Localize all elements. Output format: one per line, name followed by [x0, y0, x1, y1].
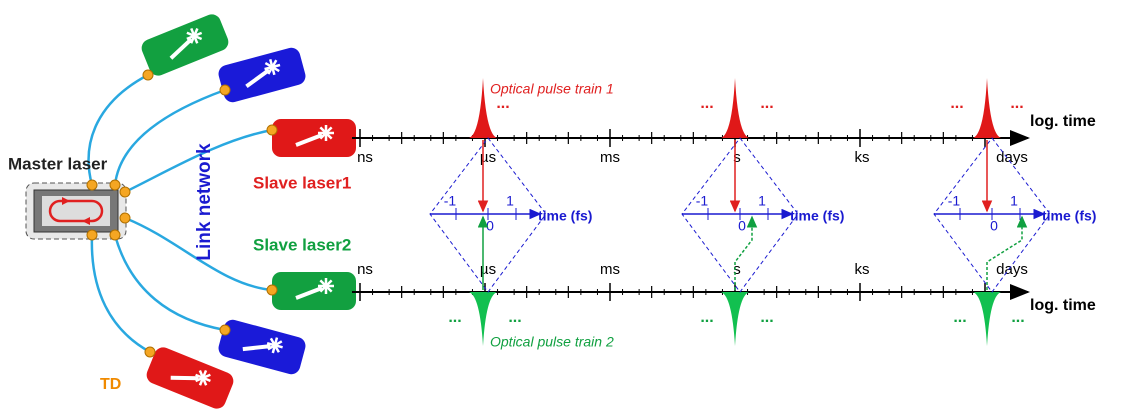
loop-arrows: [62, 197, 90, 225]
time-unit: s: [733, 261, 741, 278]
connector: [119, 212, 131, 224]
ellipsis: ...: [508, 309, 521, 326]
connector: [109, 229, 121, 241]
connector: [219, 84, 231, 96]
slave1-label: Slave laser1: [253, 173, 351, 192]
laser: [272, 119, 356, 157]
laser: [218, 47, 306, 103]
time-unit: ks: [855, 149, 870, 166]
time-unit: ms: [600, 149, 620, 166]
laser-star: [267, 340, 283, 351]
laser: [141, 14, 229, 76]
ellipsis: ...: [953, 309, 966, 326]
inset-tick-label: -1: [696, 193, 709, 209]
ellipsis: ...: [1010, 95, 1023, 112]
fiber: [87, 73, 149, 186]
laser-beam: [245, 68, 271, 89]
pulse-green: [469, 292, 497, 346]
laser-star: [195, 373, 211, 383]
laser-beam: [242, 344, 271, 352]
laser: [146, 347, 234, 409]
time-unit: ms: [600, 261, 620, 278]
ellipsis: ...: [760, 309, 773, 326]
fiber: [113, 88, 226, 186]
ellipsis: ...: [700, 309, 713, 326]
laser-beam: [169, 37, 193, 60]
diamond: [933, 137, 1051, 293]
log-time-label: log. time: [1030, 297, 1096, 314]
pulse-red: [973, 78, 1001, 138]
fiber: [90, 234, 151, 354]
pulse-red: [721, 78, 749, 138]
inset-tick-label: -1: [444, 193, 457, 209]
laser-star: [267, 59, 278, 75]
link-network-label: Link network: [194, 143, 215, 261]
connector: [219, 324, 231, 336]
ellipsis: ...: [448, 309, 461, 326]
ellipsis: ...: [496, 95, 509, 112]
connector: [119, 186, 131, 198]
fiber: [124, 128, 273, 194]
fibers: [87, 73, 273, 354]
time-unit: s: [733, 149, 741, 166]
inset-tick-label: 1: [506, 193, 514, 209]
inset-tick-label: 0: [486, 218, 494, 234]
td-label: TD: [100, 376, 121, 393]
laser-beam: [170, 375, 199, 381]
diamond: [681, 137, 799, 293]
inset-tick-label: 0: [738, 218, 746, 234]
pulse-green: [973, 292, 1001, 346]
laser-beam: [295, 133, 323, 147]
time-unit: ns: [357, 149, 373, 166]
inset-tick-label: 1: [758, 193, 766, 209]
pulse-train-2-label: Optical pulse train 2: [490, 334, 614, 350]
pulse-train-1-label: Optical pulse train 1: [490, 81, 614, 97]
connector: [144, 346, 156, 358]
green-arrow: [734, 215, 758, 290]
green-arrow: [986, 215, 1028, 290]
connector: [86, 179, 98, 191]
inset-tick-label: -1: [948, 193, 961, 209]
time-unit: ns: [357, 261, 373, 278]
laser-star: [319, 126, 333, 140]
ellipsis: ...: [950, 95, 963, 112]
connector: [109, 179, 121, 191]
master-label: Master laser: [8, 154, 108, 173]
connector: [266, 284, 278, 296]
ellipsis: ...: [1011, 309, 1024, 326]
diamond: [429, 137, 547, 293]
inset-axis-label: time (fs): [538, 208, 592, 224]
connector: [86, 229, 98, 241]
laser-beam: [295, 286, 323, 300]
slave2-label: Slave laser2: [253, 235, 351, 254]
fiber: [124, 216, 273, 292]
laser: [272, 272, 356, 310]
fiber: [113, 234, 226, 332]
time-unit: µs: [480, 149, 496, 166]
ellipsis: ...: [700, 95, 713, 112]
time-unit: ks: [855, 261, 870, 278]
connector: [142, 69, 154, 81]
time-unit: µs: [480, 261, 496, 278]
log-time-label: log. time: [1030, 113, 1096, 130]
pulse-red: [469, 78, 497, 138]
laser-star: [319, 279, 333, 293]
ellipsis: ...: [760, 95, 773, 112]
laser-star: [189, 28, 199, 44]
inset-tick-label: 1: [1010, 193, 1018, 209]
pulse-green: [721, 292, 749, 346]
master-laser: [25, 182, 127, 240]
inset-axis-label: time (fs): [790, 208, 844, 224]
inset-axis-label: time (fs): [1042, 208, 1096, 224]
master-loop: [48, 199, 104, 223]
time-unit: days: [996, 261, 1028, 278]
laser: [218, 319, 306, 375]
connector: [266, 124, 278, 136]
time-unit: days: [996, 149, 1028, 166]
inset-tick-label: 0: [990, 218, 998, 234]
